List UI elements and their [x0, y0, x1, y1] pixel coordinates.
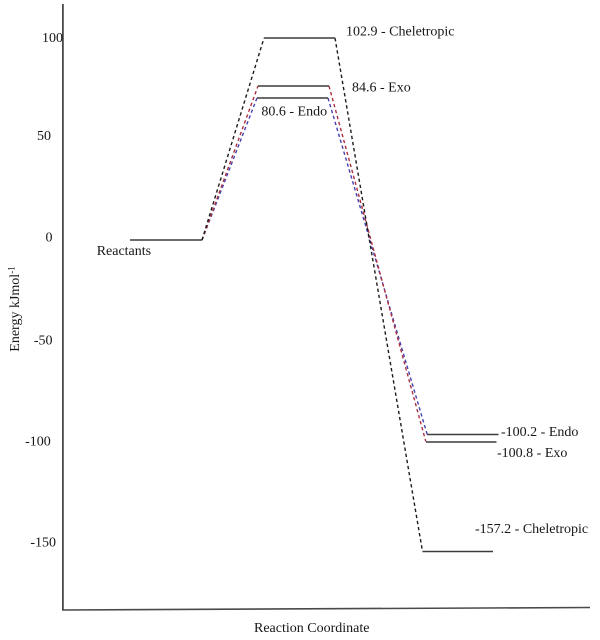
svg-text:-100.8 - Exo: -100.8 - Exo — [497, 446, 567, 461]
svg-text:80.6 - Endo: 80.6 - Endo — [261, 105, 327, 120]
svg-text:0: 0 — [46, 231, 53, 246]
svg-text:Energy kJmol-1: Energy kJmol-1 — [7, 266, 24, 351]
svg-text:-157.2 - Cheletropic: -157.2 - Cheletropic — [475, 522, 588, 537]
svg-text:100: 100 — [42, 31, 63, 46]
svg-text:Reaction Coordinate: Reaction Coordinate — [254, 621, 369, 636]
svg-text:-50: -50 — [34, 334, 53, 349]
svg-text:50: 50 — [37, 129, 51, 144]
svg-text:-100: -100 — [25, 435, 51, 450]
svg-text:-150: -150 — [30, 536, 56, 551]
svg-text:102.9 - Cheletropic: 102.9 - Cheletropic — [346, 25, 454, 40]
svg-text:Reactants: Reactants — [97, 244, 151, 259]
svg-text:-100.2 - Endo: -100.2 - Endo — [501, 425, 578, 440]
svg-text:84.6 - Exo: 84.6 - Exo — [352, 80, 411, 95]
